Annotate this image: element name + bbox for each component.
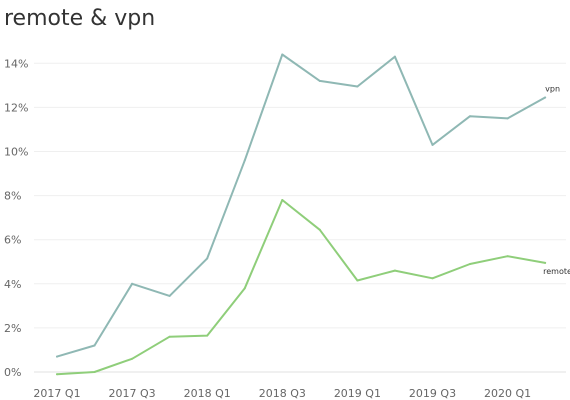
y-tick-label: 14% bbox=[4, 57, 28, 70]
y-tick-label: 6% bbox=[4, 234, 21, 247]
x-tick-label: 2017 Q1 bbox=[33, 387, 80, 400]
data-point bbox=[393, 55, 396, 58]
y-tick-label: 4% bbox=[4, 278, 21, 291]
data-point bbox=[506, 255, 509, 258]
data-point bbox=[93, 344, 96, 347]
data-point bbox=[206, 257, 209, 260]
data-point bbox=[544, 261, 547, 264]
data-point bbox=[93, 371, 96, 373]
data-point bbox=[56, 373, 58, 376]
chart-title: remote & vpn bbox=[4, 6, 156, 31]
series-labels: vpn remote bbox=[543, 84, 570, 275]
data-point bbox=[281, 53, 284, 56]
series-label-vpn: vpn bbox=[545, 84, 560, 93]
data-point bbox=[544, 96, 547, 99]
data-point bbox=[243, 287, 246, 290]
y-tick-label: 2% bbox=[4, 322, 21, 335]
data-point bbox=[431, 143, 434, 146]
y-axis: 0% 2% 4% 6% 8% 10% 12% 14% bbox=[4, 57, 28, 379]
data-point bbox=[168, 294, 171, 297]
data-point bbox=[318, 79, 321, 82]
x-axis: 2017 Q1 2017 Q3 2018 Q1 2018 Q3 2019 Q1 2019 … bbox=[33, 387, 531, 400]
x-tick-label: 2019 Q3 bbox=[409, 387, 456, 400]
data-point bbox=[469, 262, 472, 265]
y-tick-label: 10% bbox=[4, 146, 28, 159]
data-point bbox=[506, 117, 509, 120]
data-point bbox=[206, 334, 209, 337]
data-point bbox=[56, 355, 58, 358]
series-label-remote: remote bbox=[543, 267, 570, 276]
data-point bbox=[318, 228, 321, 231]
series-lines bbox=[56, 53, 547, 376]
data-point bbox=[469, 115, 472, 118]
data-point bbox=[393, 269, 396, 272]
data-point bbox=[131, 282, 134, 285]
y-tick-label: 0% bbox=[4, 366, 21, 379]
series-line-remote bbox=[56, 199, 547, 376]
data-point bbox=[356, 85, 359, 88]
x-tick-label: 2018 Q1 bbox=[184, 387, 231, 400]
data-point bbox=[431, 277, 434, 280]
data-point bbox=[243, 159, 246, 162]
x-tick-label: 2019 Q1 bbox=[334, 387, 381, 400]
x-tick-label: 2020 Q1 bbox=[484, 387, 531, 400]
data-point bbox=[356, 279, 359, 282]
data-point bbox=[281, 199, 284, 202]
series-line-vpn bbox=[56, 53, 547, 358]
y-tick-label: 8% bbox=[4, 190, 21, 203]
data-point bbox=[168, 335, 171, 338]
x-tick-label: 2017 Q3 bbox=[109, 387, 156, 400]
gridlines bbox=[34, 62, 566, 373]
x-tick-label: 2018 Q3 bbox=[259, 387, 306, 400]
data-point bbox=[131, 357, 134, 360]
y-tick-label: 12% bbox=[4, 101, 28, 114]
